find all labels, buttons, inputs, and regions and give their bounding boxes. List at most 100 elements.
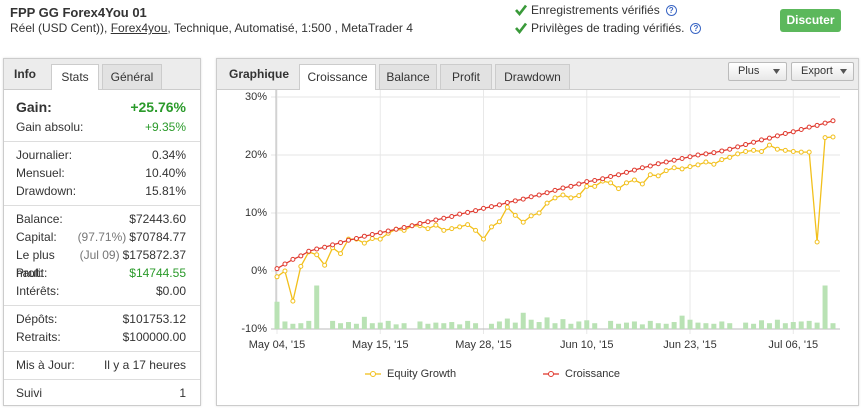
plus-button[interactable]: Plus <box>728 62 787 81</box>
volume-bar <box>560 319 566 329</box>
series-point <box>290 298 296 304</box>
panel-label: Graphique <box>229 67 290 81</box>
volume-bar <box>353 323 359 329</box>
stats-row: Mis à Jour: Il y a 17 heures <box>4 356 200 374</box>
series-point <box>282 261 288 267</box>
series-point <box>655 161 661 167</box>
series-point <box>433 222 439 228</box>
series-point <box>759 149 765 155</box>
y-tick-label: 10% <box>245 207 267 219</box>
volume-bar <box>512 322 518 329</box>
series-point <box>520 219 526 225</box>
volume-bar <box>822 285 828 329</box>
series-point <box>616 186 622 192</box>
stats-group: Dépôts: $101753.12 Retraits: $100000.00 <box>4 306 200 352</box>
series-point <box>623 169 629 175</box>
account-title: FPP GG Forex4You 01 <box>10 5 147 20</box>
series-point <box>504 200 510 206</box>
tab[interactable]: Stats <box>51 64 99 90</box>
series-point <box>600 176 606 182</box>
volume-bar <box>369 323 375 329</box>
series-point <box>719 157 725 163</box>
series-point <box>576 193 582 199</box>
series-point <box>679 155 685 161</box>
stats-value: 15.81% <box>145 184 186 198</box>
tab[interactable]: Drawdown <box>495 64 570 89</box>
series-point <box>393 226 399 232</box>
tab[interactable]: Profit <box>440 64 492 89</box>
series-point <box>584 183 590 189</box>
stats-value: 1 <box>179 386 186 400</box>
volume-bar <box>655 323 661 329</box>
series-point <box>751 147 757 153</box>
stats-label: Le plus haut: <box>16 248 55 280</box>
help-icon[interactable]: ? <box>665 5 677 16</box>
series-point <box>314 246 320 252</box>
volume-bar <box>282 321 288 329</box>
series-point <box>417 220 423 226</box>
legend-label: Equity Growth <box>387 368 456 380</box>
legend-point <box>370 371 376 377</box>
series-point <box>766 135 772 141</box>
series-point <box>544 200 550 206</box>
series-point <box>536 192 542 198</box>
stats-label: Balance: <box>16 212 63 226</box>
series-point <box>560 192 566 198</box>
legend-label: Croissance <box>565 368 620 380</box>
help-icon[interactable]: ? <box>690 23 702 34</box>
stats-label: Suivi <box>16 386 43 400</box>
volume-bar <box>314 285 320 329</box>
series-point <box>727 154 733 160</box>
volume-bar <box>457 324 463 329</box>
series-point <box>338 251 344 257</box>
series-point <box>671 157 677 163</box>
series-point <box>369 236 375 242</box>
series-point <box>774 133 780 139</box>
series-point <box>655 173 661 179</box>
series-point <box>759 137 765 143</box>
series-point <box>361 240 367 246</box>
stats-value: Il y a 17 heures <box>103 358 186 372</box>
stats-value: $70784.77 <box>129 230 186 244</box>
series-point <box>695 162 701 168</box>
volume-bar <box>417 321 423 329</box>
tab[interactable]: Général <box>102 64 162 89</box>
stats-row: Mensuel: 10.40% <box>4 164 200 182</box>
broker-link[interactable]: Forex4you <box>110 21 168 35</box>
y-tick-label: -10% <box>241 323 267 335</box>
tab[interactable]: Croissance <box>299 64 376 90</box>
stats-value: 0.34% <box>151 148 186 162</box>
volume-bar <box>798 321 804 329</box>
tab[interactable]: Balance <box>379 64 437 89</box>
stats-value: 10.40% <box>145 166 186 180</box>
series-point <box>385 228 391 234</box>
series-point <box>552 195 558 201</box>
series-point <box>512 198 518 204</box>
volume-bar <box>631 321 637 329</box>
stats-row: Suivi 1 <box>4 384 200 402</box>
volume-bar <box>488 323 494 329</box>
stats-row: Journalier: 0.34% <box>4 146 200 164</box>
volume-bar <box>536 322 542 329</box>
series-point <box>735 151 741 157</box>
volume-bar <box>393 324 399 329</box>
series-point <box>377 236 383 242</box>
series-point <box>727 146 733 152</box>
series-point <box>790 129 796 135</box>
series-point <box>473 208 479 214</box>
export-button[interactable]: Export <box>791 62 854 81</box>
stats-label: Drawdown: <box>16 184 77 198</box>
stats-label: Profit: <box>16 266 48 280</box>
stats-label: Mis à Jour: <box>16 358 75 372</box>
discuss-button[interactable]: Discuter <box>780 9 841 32</box>
y-tick-label: 0% <box>251 265 267 277</box>
stats-label: Dépôts: <box>16 312 58 326</box>
volume-bar <box>473 323 479 329</box>
series-point <box>401 225 407 230</box>
series-point <box>814 122 820 128</box>
series-point <box>544 190 550 196</box>
series-point <box>647 163 653 169</box>
series-point <box>616 172 622 178</box>
volume-bar <box>425 323 431 329</box>
x-tick-label: May 28, '15 <box>455 339 512 351</box>
